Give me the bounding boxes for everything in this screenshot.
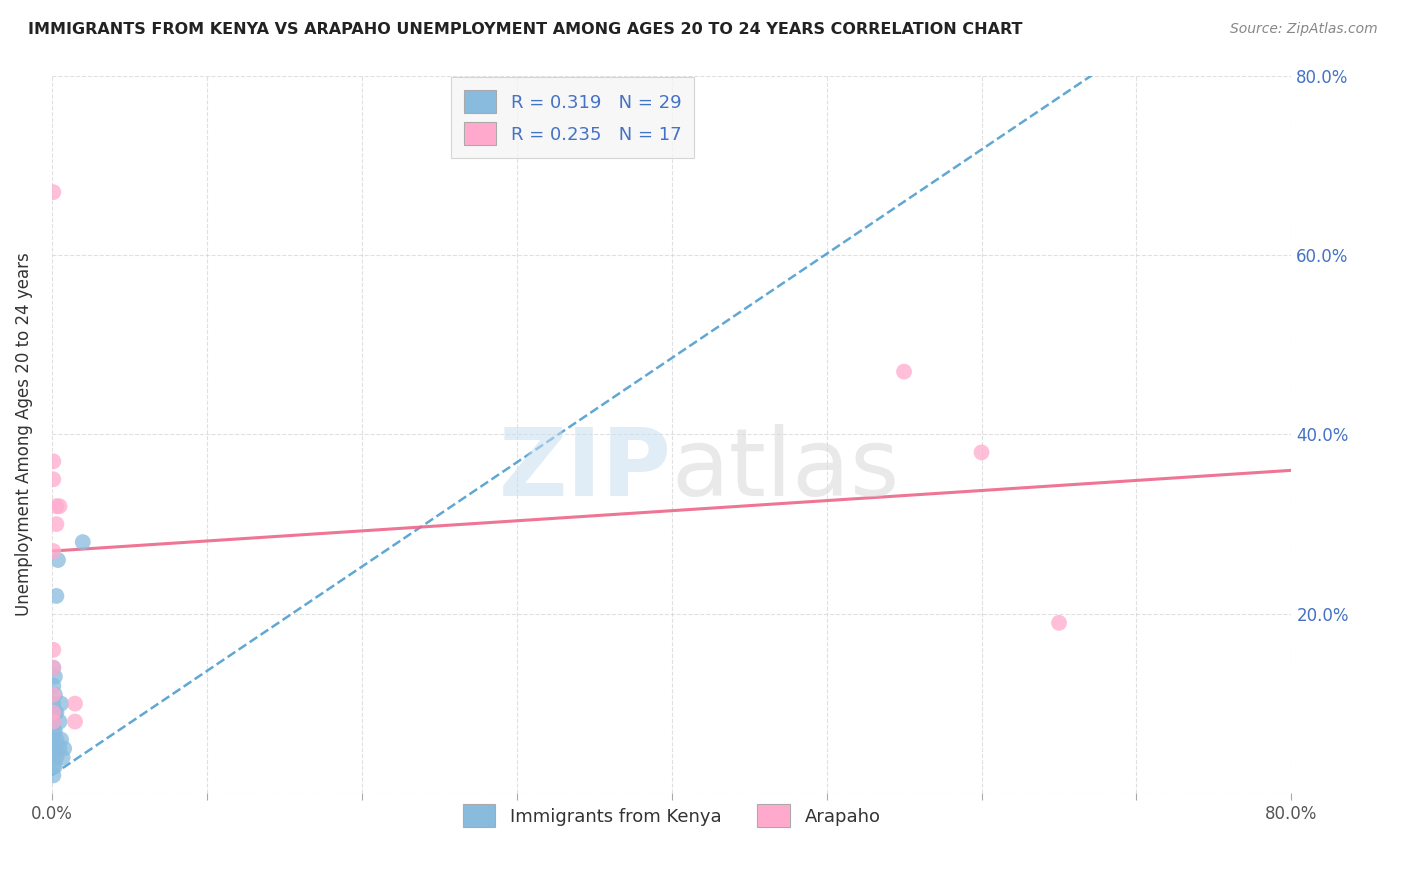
Point: [72, 535, 94, 549]
Point: [42, 741, 65, 756]
Point: [53, 741, 76, 756]
Point: [44, 723, 66, 738]
Point: [42, 759, 65, 773]
Point: [45, 706, 67, 720]
Point: [42, 544, 65, 558]
Point: [45, 500, 67, 514]
Legend: Immigrants from Kenya, Arapaho: Immigrants from Kenya, Arapaho: [456, 797, 887, 835]
Point: [42, 706, 65, 720]
Point: [49, 732, 72, 747]
Point: [44, 759, 66, 773]
Point: [49, 697, 72, 711]
Point: [52, 750, 75, 764]
Point: [44, 706, 66, 720]
Text: atlas: atlas: [672, 425, 900, 516]
Point: [44, 741, 66, 756]
Point: [44, 670, 66, 684]
Point: [45, 732, 67, 747]
Point: [893, 365, 915, 379]
Point: [42, 472, 65, 486]
Point: [42, 185, 65, 199]
Point: [970, 445, 993, 459]
Point: [45, 517, 67, 532]
Text: IMMIGRANTS FROM KENYA VS ARAPAHO UNEMPLOYMENT AMONG AGES 20 TO 24 YEARS CORRELAT: IMMIGRANTS FROM KENYA VS ARAPAHO UNEMPLO…: [28, 22, 1022, 37]
Point: [45, 750, 67, 764]
Text: ZIP: ZIP: [499, 425, 672, 516]
Point: [42, 706, 65, 720]
Point: [48, 500, 70, 514]
Point: [42, 732, 65, 747]
Point: [44, 688, 66, 702]
Point: [42, 454, 65, 468]
Point: [45, 589, 67, 603]
Point: [42, 661, 65, 675]
Point: [42, 714, 65, 729]
Point: [48, 714, 70, 729]
Point: [1047, 615, 1070, 630]
Point: [42, 750, 65, 764]
Point: [42, 697, 65, 711]
Point: [42, 661, 65, 675]
Point: [42, 768, 65, 782]
Point: [42, 723, 65, 738]
Point: [63, 697, 86, 711]
Point: [48, 741, 70, 756]
Point: [42, 688, 65, 702]
Point: [42, 642, 65, 657]
Y-axis label: Unemployment Among Ages 20 to 24 years: Unemployment Among Ages 20 to 24 years: [15, 252, 32, 616]
Point: [63, 714, 86, 729]
Text: Source: ZipAtlas.com: Source: ZipAtlas.com: [1230, 22, 1378, 37]
Point: [42, 679, 65, 693]
Point: [46, 553, 69, 567]
Point: [42, 714, 65, 729]
